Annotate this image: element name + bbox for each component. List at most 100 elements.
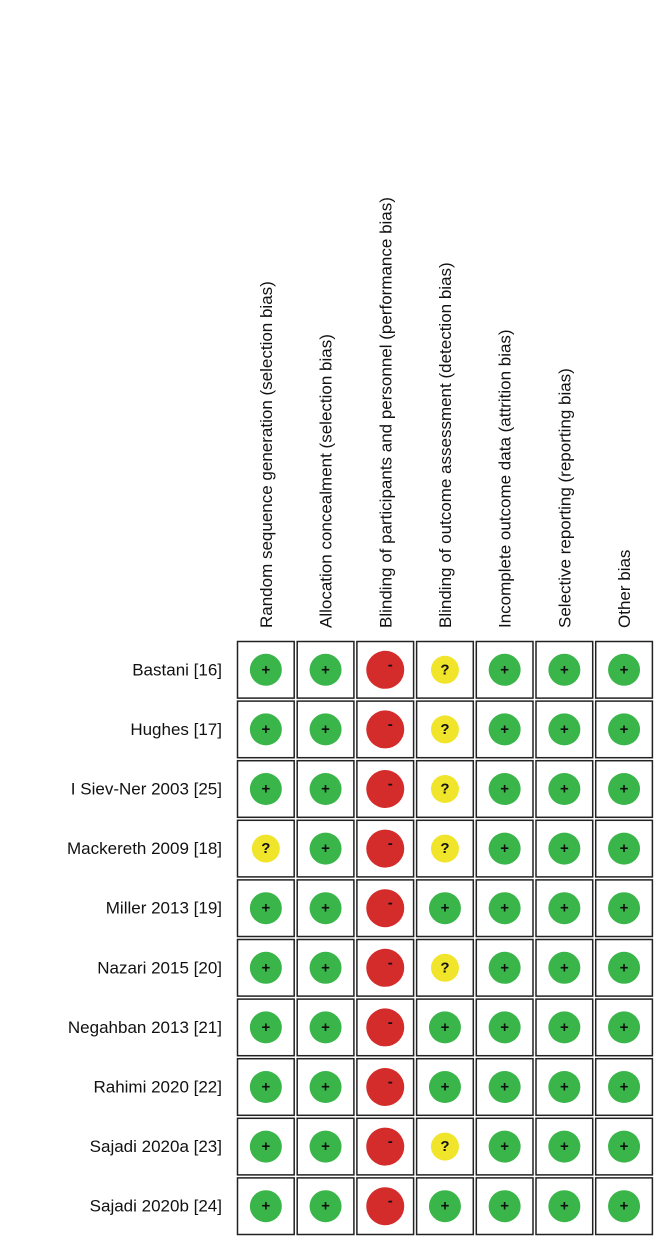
judgment-symbol: + [560, 840, 569, 857]
cell [236, 938, 295, 997]
judgment-dot [488, 1130, 521, 1163]
judgment-dot [309, 951, 342, 984]
study-label: Rahimi 2020 [22] [93, 1078, 222, 1097]
judgment-symbol: + [441, 1198, 450, 1215]
judgment-symbol: + [321, 661, 330, 678]
judgment-dot [309, 653, 342, 686]
judgment-dot [366, 1008, 405, 1047]
judgment-symbol: + [500, 959, 509, 976]
judgment-dot [249, 1190, 282, 1223]
judgment-dot [249, 951, 282, 984]
judgment-symbol: + [500, 1138, 509, 1155]
judgment-dot [366, 710, 405, 749]
domain-label: Incomplete outcome data (attrition bias) [496, 329, 515, 628]
judgment-dot [309, 1071, 342, 1103]
judgment-dot [608, 1071, 641, 1103]
judgment-symbol: + [321, 1198, 330, 1215]
domain-label: Random sequence generation (selection bi… [257, 281, 276, 628]
judgment-symbol: + [560, 721, 569, 738]
judgment-dot [488, 1011, 521, 1044]
judgment-symbol: + [500, 840, 509, 857]
judgment-dot [608, 713, 641, 746]
judgment-symbol: + [560, 959, 569, 976]
judgment-symbol: + [261, 661, 270, 678]
judgment-symbol: + [261, 1079, 270, 1096]
study-label: Negahban 2013 [21] [68, 1018, 222, 1037]
judgment-symbol: - [388, 1193, 393, 1210]
judgment-symbol: + [500, 661, 509, 678]
judgment-dot [608, 1190, 641, 1223]
judgment-dot [366, 650, 405, 689]
judgment-symbol: + [560, 781, 569, 798]
judgment-symbol: + [560, 1198, 569, 1215]
cell [475, 879, 534, 938]
judgment-dot [488, 951, 521, 984]
judgment-symbol: + [500, 1198, 509, 1215]
study-label: Mackereth 2009 [18] [67, 839, 222, 858]
judgment-dot [428, 1011, 461, 1044]
judgment-symbol: ? [261, 840, 270, 857]
judgment-dot [430, 834, 459, 863]
judgment-symbol: + [560, 1138, 569, 1155]
judgment-dot [488, 653, 521, 686]
judgment-symbol: + [620, 1019, 629, 1036]
judgment-symbol: + [321, 1019, 330, 1036]
judgment-dot [608, 832, 641, 865]
judgment-symbol: + [560, 900, 569, 917]
judgment-symbol: + [620, 959, 629, 976]
judgment-symbol: + [620, 1138, 629, 1155]
study-label: Nazari 2015 [20] [97, 958, 222, 977]
judgment-symbol: + [321, 900, 330, 917]
judgment-dot [249, 1130, 282, 1163]
judgment-dot [428, 1071, 461, 1103]
judgment-symbol: - [388, 656, 393, 673]
judgment-symbol: + [620, 721, 629, 738]
domain-label: Allocation concealment (selection bias) [317, 334, 336, 628]
domain-label: Selective reporting (reporting bias) [555, 368, 574, 628]
domain-label: Blinding of participants and personnel (… [376, 197, 395, 628]
judgment-symbol: - [388, 776, 393, 793]
judgment-symbol: + [261, 1138, 270, 1155]
judgment-symbol: + [441, 900, 450, 917]
domain-label: Blinding of outcome assessment (detectio… [436, 262, 455, 628]
judgment-dot [488, 892, 521, 925]
study-label: Sajadi 2020b [24] [90, 1197, 222, 1216]
judgment-symbol: + [261, 721, 270, 738]
cell [415, 819, 475, 878]
judgment-symbol: + [500, 721, 509, 738]
judgment-dot [309, 1190, 342, 1223]
judgment-symbol: ? [440, 781, 449, 798]
judgment-dot [548, 1130, 581, 1163]
judgment-symbol: + [500, 1079, 509, 1096]
judgment-symbol: + [560, 1079, 569, 1096]
judgment-dot [488, 713, 521, 746]
judgment-symbol: + [620, 661, 629, 678]
judgment-dot [608, 951, 641, 984]
judgment-dot [430, 775, 459, 803]
judgment-dot [428, 1190, 461, 1223]
study-label: I Siev-Ner 2003 [25] [71, 780, 222, 799]
judgment-dot [249, 1011, 282, 1044]
judgment-symbol: + [441, 1019, 450, 1036]
judgment-dot [249, 773, 282, 805]
judgment-symbol: ? [440, 661, 449, 678]
judgment-dot [309, 773, 342, 805]
judgment-dot [430, 655, 459, 684]
judgment-symbol: + [500, 1019, 509, 1036]
judgment-symbol: + [620, 1079, 629, 1096]
judgment-dot [366, 829, 405, 868]
judgment-dot [366, 889, 405, 928]
cell [475, 938, 534, 997]
judgment-dot [309, 892, 342, 925]
study-label: Bastani [16] [132, 660, 222, 679]
cell [296, 640, 355, 699]
judgment-symbol: + [441, 1079, 450, 1096]
judgment-dot [608, 1130, 641, 1163]
judgment-symbol: ? [440, 959, 449, 976]
judgment-symbol: + [321, 959, 330, 976]
judgment-symbol: ? [440, 721, 449, 738]
judgment-dot [366, 770, 405, 808]
judgment-dot [548, 713, 581, 746]
judgment-symbol: + [620, 900, 629, 917]
